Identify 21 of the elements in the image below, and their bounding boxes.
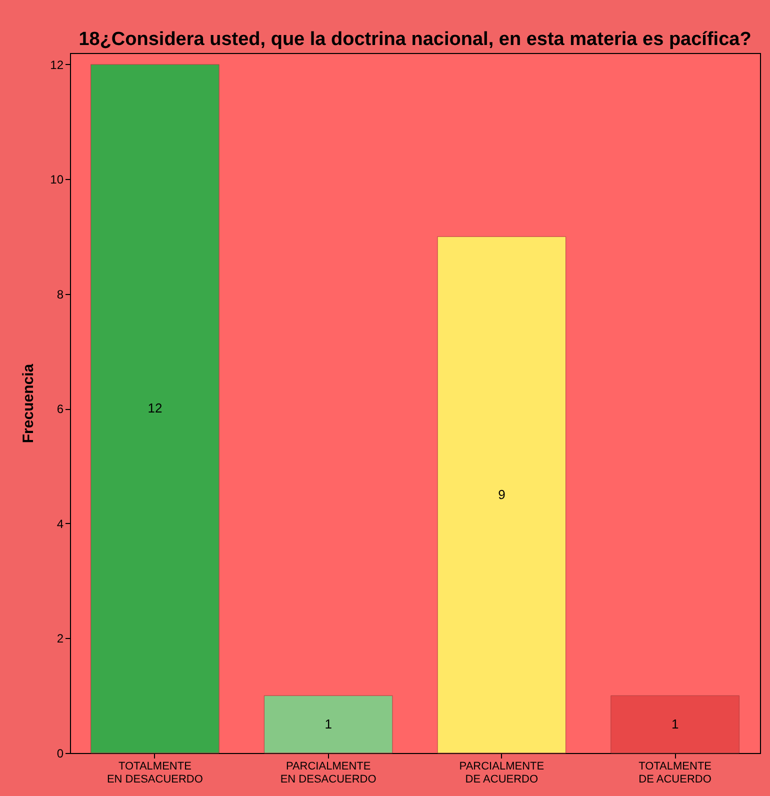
x-tick-label: TOTALMENTE DE ACUERDO	[638, 760, 712, 786]
data-label: 12	[148, 400, 162, 416]
bar	[90, 64, 220, 754]
bar	[264, 695, 393, 754]
data-label: 9	[498, 486, 506, 502]
y-tick-label: 6	[56, 402, 64, 416]
bar	[437, 236, 566, 754]
y-tick-label: 8	[56, 287, 64, 302]
y-tick-label: 2	[56, 632, 64, 646]
y-tick-label: 12	[50, 58, 64, 72]
y-tick-label: 10	[50, 172, 64, 187]
x-tick-label: PARCIALMENTE DE ACUERDO	[459, 760, 544, 786]
bar	[610, 695, 740, 754]
data-label: 1	[671, 716, 679, 732]
x-tick-label: TOTALMENTE EN DESACUERDO	[106, 760, 204, 786]
y-tick-label: 4	[56, 516, 64, 531]
x-tick-label: PARCIALMENTE EN DESACUERDO	[280, 760, 377, 786]
y-axis-title: Frecuencia	[20, 363, 38, 444]
data-label: 1	[324, 716, 332, 732]
y-tick-label: 0	[56, 746, 64, 760]
chart-title: 18¿Considera usted, que la doctrina nacional, en esta materia es pacífica?	[78, 29, 752, 50]
